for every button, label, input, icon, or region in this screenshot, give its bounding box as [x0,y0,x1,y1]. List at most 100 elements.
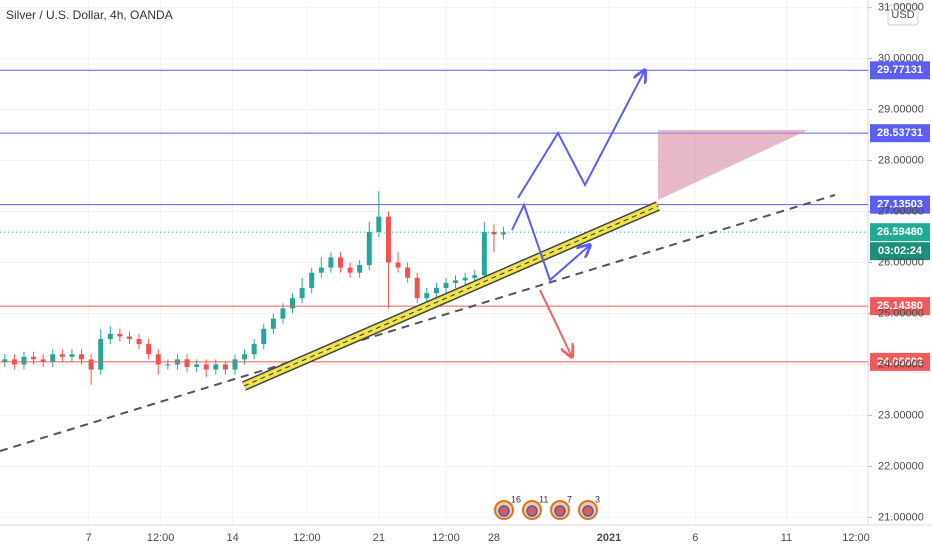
candle-body [337,257,343,268]
y-tick-label: 21.00000 [878,511,924,523]
x-tick-label: 28 [488,532,500,544]
level-label-box [870,195,930,214]
candle-body [385,216,391,263]
candle-body [98,338,104,370]
candle-body [50,354,56,362]
x-tick-label: 2021 [597,532,621,544]
level-label: 25.14380 [877,300,923,312]
candle-body [453,280,459,283]
candle-body [136,338,142,345]
candle-body [88,359,94,370]
candle-body [318,267,324,273]
currency-button[interactable] [887,4,919,26]
candle-body [501,232,507,235]
y-tick-label: 22.00000 [878,460,924,472]
x-tick-label: 21 [373,532,385,544]
candle-body [194,364,200,367]
level-label-box [870,124,930,143]
candle-body [107,333,113,339]
y-tick-label: 29.00000 [878,103,924,115]
candle-body [280,308,286,319]
candle-body [462,277,468,281]
candle-body [347,267,353,273]
y-tick-label: 28.00000 [878,154,924,166]
level-label: 24.05002 [877,356,923,368]
y-tick-label: 25.00000 [878,307,924,319]
level-label: 26.59480 [877,226,923,238]
candle-body [328,257,334,268]
pullback-arrow [511,202,590,282]
candle-body [2,359,8,362]
level-label-box [870,223,930,242]
candle-body [299,287,305,299]
event-count[interactable]: 11 [539,494,548,504]
candle-body [126,336,132,339]
level-label-box [870,61,930,80]
candle-body [251,344,257,355]
candle-body [242,354,248,360]
events: 16 11 7 3 [494,494,600,520]
candle-body [213,364,219,370]
x-tick-label: 12:00 [293,532,321,544]
candle-body [357,265,363,273]
candle-body [117,333,123,337]
candle-body [366,231,372,266]
countdown-box [870,242,930,261]
x-tick-label: 12:00 [147,532,175,544]
candle-body [443,282,449,288]
x-tick-label: 12:00 [842,532,870,544]
candle-body [433,287,439,294]
y-tick-label: 26.00000 [878,256,924,268]
candle-body [472,275,478,278]
y-tick-label: 31.00000 [878,2,924,14]
countdown: 03:02:24 [878,245,923,257]
candle-body [21,356,27,365]
level-label: 28.53731 [877,127,923,139]
y-tick-label: 30.00000 [878,53,924,65]
event-flag[interactable] [498,505,510,517]
event-count[interactable]: 3 [595,494,600,504]
event-flag[interactable] [582,505,594,517]
y-tick-label: 23.00000 [878,409,924,421]
candle-body [481,231,487,276]
candle-body [290,298,296,309]
candle-body [79,354,85,360]
y-tick-label: 27.00000 [878,205,924,217]
level-label-box [870,352,930,371]
event-flag[interactable] [554,505,566,517]
candle-body [40,359,46,362]
bear-arrow [539,289,572,357]
candle-body [203,364,209,370]
y-tick-label: 24.00000 [878,358,924,370]
bull-path-arrow [517,70,645,199]
target-zone [658,130,808,200]
dashed-trendline [0,194,836,452]
currency-label[interactable]: USD [891,9,914,21]
channel-center [243,205,659,387]
event-count[interactable]: 7 [567,494,572,504]
candle-body [424,293,430,299]
level-label: 29.77131 [877,64,923,76]
x-tick-label: 7 [86,532,92,544]
x-tick-label: 6 [692,532,698,544]
candle-body [270,318,276,329]
x-tick-label: 14 [226,532,238,544]
candle-body [155,354,161,365]
level-label-box [870,297,930,316]
candle-body [59,354,65,357]
candle-body [491,231,497,235]
candle-body [232,359,238,370]
candle-body [414,277,420,299]
candle-body [69,354,75,357]
candle-body [222,364,228,370]
candle-body [376,216,382,232]
level-label: 27.13503 [877,199,923,211]
grid [0,0,872,525]
event-flag[interactable] [526,505,538,517]
chart-title: Silver / U.S. Dollar, 4h, OANDA [6,8,173,22]
candle-body [405,267,411,278]
event-count[interactable]: 16 [511,494,521,504]
candle-body [165,364,171,366]
